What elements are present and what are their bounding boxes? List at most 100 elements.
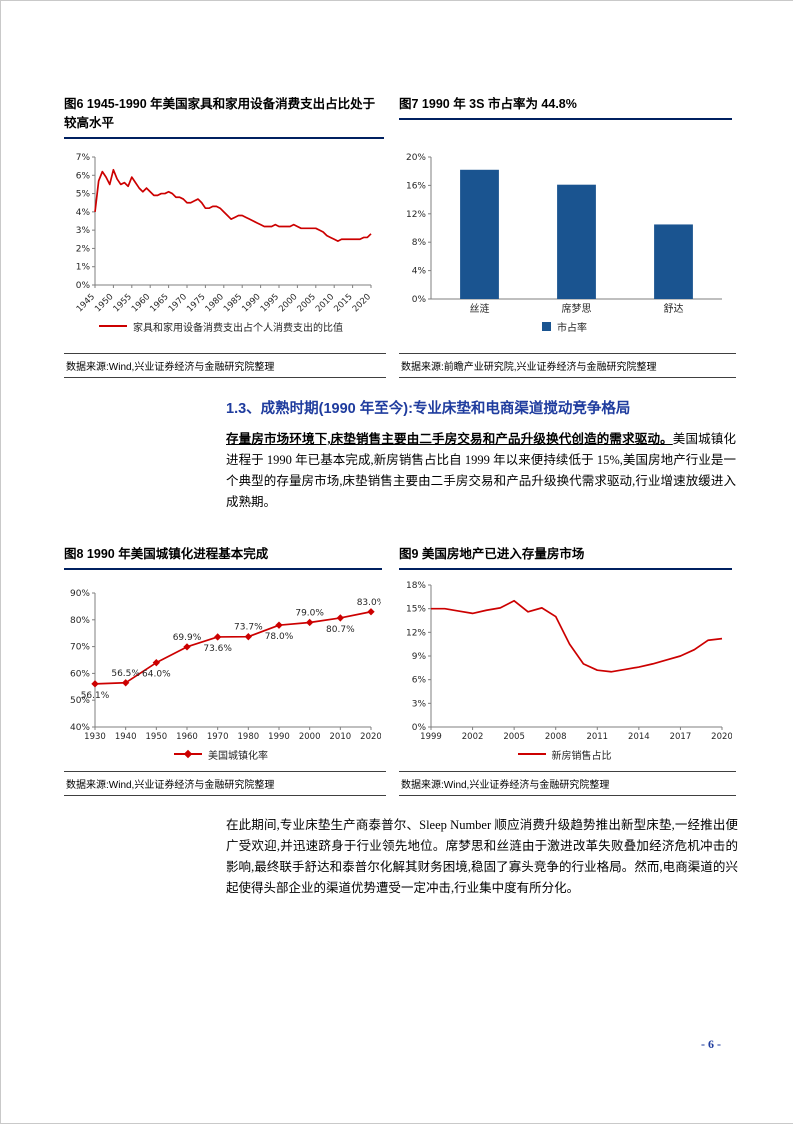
section-heading: 1.3、成熟时期(1990 年至今):专业床垫和电商渠道搅动竞争格局 [226,401,631,417]
figure6-title: 图6 1945-1990 年美国家具和家用设备消费支出占比处于较高水平 [64,95,384,139]
line-legend-swatch [517,753,546,756]
svg-text:1990: 1990 [240,292,262,314]
svg-text:1970: 1970 [207,732,229,742]
svg-text:73.7%: 73.7% [234,623,263,633]
figure7-legend-label: 市占率 [557,322,587,334]
figure7-title: 图7 1990 年 3S 市占率为 44.8% [399,95,732,120]
figure9-plot: 0% 3% 6% 9% 12% 15% 18% 1999 2002 2005 2008 2011 201… [397,577,733,745]
svg-text:0%: 0% [412,723,427,733]
svg-text:50%: 50% [70,696,90,706]
figure9-chart: 0% 3% 6% 9% 12% 15% 18% 1999 2002 2005 2008 2011 201… [397,577,733,763]
svg-text:64.0%: 64.0% [142,670,171,680]
svg-text:4%: 4% [412,267,427,277]
svg-text:1999: 1999 [420,732,442,742]
svg-text:2005: 2005 [296,292,318,314]
svg-text:69.9%: 69.9% [173,633,202,643]
svg-text:1960: 1960 [176,732,198,742]
figure8-plot: 40% 50% 60% 70% 80% 90% 1930 1940 1950 1960 1970 19… [61,577,386,745]
figure7-legend: 市占率 [397,317,732,335]
paragraph-period: 在此期间,专业床垫生产商泰普尔、Sleep Number 顺应消费升级趋势推出新… [226,818,738,895]
svg-text:6%: 6% [76,171,91,181]
svg-text:1%: 1% [76,263,91,273]
figure6-plot: 0% 1% 2% 3% 4% 5% 6% 7% 1945 1950 1955 1960 1965 1970… [61,149,381,317]
svg-text:3%: 3% [76,226,91,236]
line-diamond-legend-swatch [174,749,202,759]
paragraph-intro: 存量房市场环境下,床垫销售主要由二手房交易和产品升级换代创造的需求驱动。美国城镇… [226,429,736,513]
svg-text:2000: 2000 [299,732,321,742]
figure6-source: 数据来源:Wind,兴业证券经济与金融研究院整理 [64,353,386,378]
svg-text:78.0%: 78.0% [265,632,294,642]
svg-text:1960: 1960 [130,292,152,314]
figure9-legend-label: 新房销售占比 [551,750,612,762]
svg-text:80%: 80% [70,616,90,626]
svg-text:70%: 70% [70,643,90,653]
figure6-legend: 家具和家用设备消费支出占个人消费支出的比值 [61,317,381,335]
bar-legend-swatch [542,321,551,331]
figure9-legend: 新房销售占比 [397,745,732,763]
svg-text:12%: 12% [406,210,426,220]
svg-text:12%: 12% [406,628,426,638]
figure9-title: 图9 美国房地产已进入存量房市场 [399,545,732,570]
figure8-legend: 美国城镇化率 [61,745,381,763]
svg-text:2010: 2010 [314,292,336,314]
svg-text:40%: 40% [70,723,90,733]
svg-text:2%: 2% [76,244,91,254]
svg-text:1945: 1945 [75,292,97,314]
figure6-chart: 0% 1% 2% 3% 4% 5% 6% 7% 1945 1950 1955 1960 1965 1970… [61,149,381,335]
svg-text:1930: 1930 [84,732,106,742]
svg-text:1995: 1995 [259,292,281,314]
figure8-legend-label: 美国城镇化率 [208,750,268,762]
svg-text:7%: 7% [76,153,91,163]
svg-text:6%: 6% [412,676,427,686]
svg-text:60%: 60% [70,669,90,679]
svg-text:2010: 2010 [330,732,352,742]
svg-text:90%: 90% [70,589,90,599]
svg-text:1980: 1980 [238,732,260,742]
svg-text:1980: 1980 [204,292,226,314]
figure7-plot: 0% 4% 8% 12% 16% 20% 丝涟 席梦思 舒达 [397,149,732,317]
svg-text:2000: 2000 [277,292,299,314]
svg-text:1955: 1955 [112,292,134,314]
svg-text:席梦思: 席梦思 [562,302,592,315]
svg-text:1950: 1950 [146,732,168,742]
svg-text:4%: 4% [76,208,91,218]
svg-text:20%: 20% [406,153,426,163]
svg-text:2008: 2008 [545,732,567,742]
paragraph-intro-bold: 存量房市场环境下,床垫销售主要由二手房交易和产品升级换代创造的需求驱动。 [226,432,673,446]
svg-text:1965: 1965 [148,292,170,314]
svg-text:8%: 8% [412,238,427,248]
figure7-source: 数据来源:前瞻产业研究院,兴业证券经济与金融研究院整理 [399,353,736,378]
svg-text:2014: 2014 [628,732,650,742]
svg-text:18%: 18% [406,581,426,591]
diamond-marker-icon [183,749,193,759]
svg-text:0%: 0% [76,281,91,291]
figure6-legend-label: 家具和家用设备消费支出占个人消费支出的比值 [133,322,343,334]
figure8-source: 数据来源:Wind,兴业证券经济与金融研究院整理 [64,771,386,796]
svg-text:2020: 2020 [351,292,373,314]
svg-text:3%: 3% [412,699,427,709]
svg-text:2011: 2011 [586,732,608,742]
svg-text:2020: 2020 [360,732,381,742]
svg-text:2015: 2015 [332,292,354,314]
svg-text:舒达: 舒达 [664,302,684,315]
svg-text:丝涟: 丝涟 [470,302,490,315]
svg-text:2002: 2002 [462,732,484,742]
paragraph-intro-rest: 美国城镇化进程于 1990 年已基本完成,新房销售占比自 1999 年以来便持续… [226,432,736,509]
svg-text:1940: 1940 [115,732,137,742]
svg-text:56.1%: 56.1% [81,691,110,701]
svg-text:1950: 1950 [93,292,115,314]
page-number: - 6 - [701,1037,721,1051]
svg-text:80.7%: 80.7% [326,625,355,635]
figure8-chart: 40% 50% 60% 70% 80% 90% 1930 1940 1950 1960 1970 19… [61,577,386,763]
svg-text:1970: 1970 [167,292,189,314]
svg-text:1985: 1985 [222,292,244,314]
svg-text:1990: 1990 [268,732,290,742]
svg-text:5%: 5% [76,190,91,200]
svg-text:16%: 16% [406,181,426,191]
svg-text:15%: 15% [406,605,426,615]
svg-text:2005: 2005 [503,732,525,742]
svg-text:79.0%: 79.0% [295,608,324,618]
svg-text:0%: 0% [412,295,427,305]
line-legend-swatch [99,325,127,328]
svg-text:9%: 9% [412,652,427,662]
